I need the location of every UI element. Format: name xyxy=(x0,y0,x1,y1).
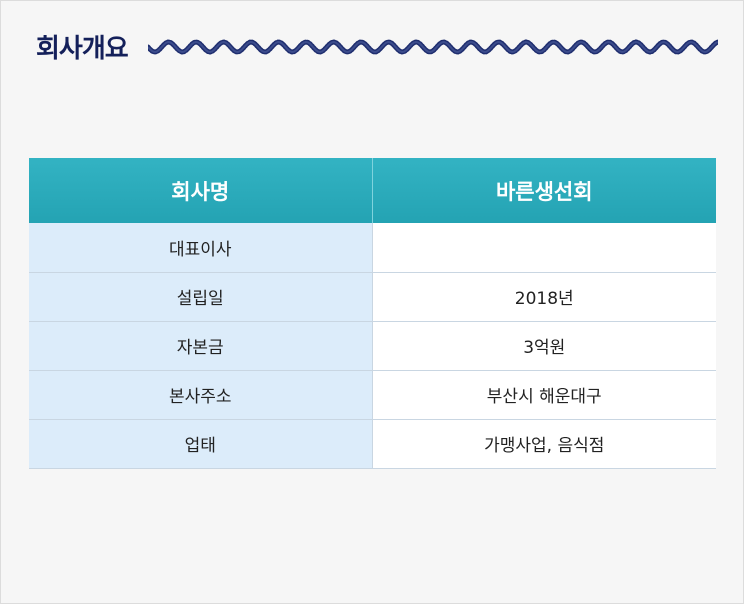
row-value-address: 부산시 해운대구 xyxy=(372,370,716,420)
section-header: 회사개요 xyxy=(36,26,129,66)
header-company-name-value: 바른생선회 xyxy=(371,158,716,223)
table-row: 본사주소 부산시 해운대구 xyxy=(29,370,716,420)
table-row: 설립일 2018년 xyxy=(29,272,716,322)
company-info-table: 회사명 바른생선회 대표이사 설립일 2018년 자본금 3억원 본사주소 부산… xyxy=(29,158,716,469)
row-value-ceo xyxy=(372,223,716,273)
row-label-ceo: 대표이사 xyxy=(29,223,373,273)
row-value-capital: 3억원 xyxy=(372,321,716,371)
section-title: 회사개요 xyxy=(36,33,129,64)
table-row: 대표이사 xyxy=(29,223,716,273)
row-label-address: 본사주소 xyxy=(29,370,373,420)
row-value-business: 가맹사업, 음식점 xyxy=(372,419,716,469)
row-label-founded: 설립일 xyxy=(29,272,373,322)
table-header-row: 회사명 바른생선회 xyxy=(29,158,716,223)
table-row: 업태 가맹사업, 음식점 xyxy=(29,419,716,469)
row-value-founded: 2018년 xyxy=(372,272,716,322)
table-row: 자본금 3억원 xyxy=(29,321,716,371)
wave-divider xyxy=(148,39,718,55)
row-label-business: 업태 xyxy=(29,419,373,469)
row-label-capital: 자본금 xyxy=(29,321,373,371)
header-company-name-label: 회사명 xyxy=(29,158,372,223)
